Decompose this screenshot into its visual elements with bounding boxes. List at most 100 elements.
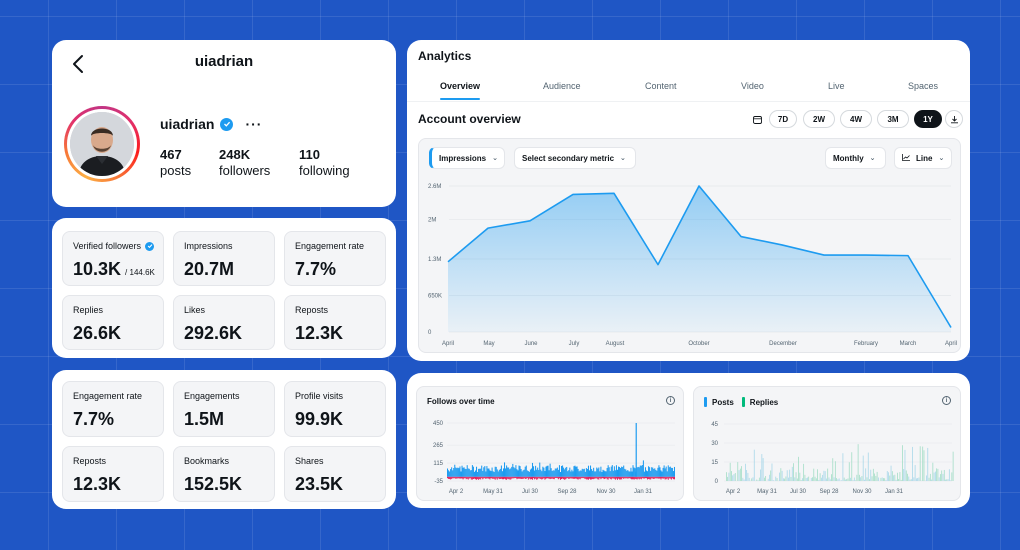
range-1y-button[interactable]: 1Y: [914, 110, 942, 128]
unfollows-bar: [448, 476, 450, 479]
follows-bar: [576, 466, 578, 477]
interval-dropdown[interactable]: Monthly ⌄: [825, 147, 886, 169]
unfollows-bar: [662, 476, 664, 479]
follows-bar: [462, 467, 464, 477]
posts-replies-bar: [867, 452, 869, 481]
posts-replies-bar: [812, 477, 813, 481]
unfollows-bar: [649, 476, 651, 480]
secondary-metric-dropdown[interactable]: Select secondary metric ⌄: [514, 147, 636, 169]
posts-replies-bar: [933, 472, 935, 481]
follows-bar: [664, 468, 666, 477]
info-icon[interactable]: i: [942, 396, 951, 405]
tab-content[interactable]: Content: [645, 81, 677, 91]
tab-video[interactable]: Video: [741, 81, 764, 91]
follows-bar: [590, 465, 592, 477]
unfollows-bar: [478, 476, 480, 480]
metric-value: 10.3K: [73, 259, 122, 279]
stat-followers[interactable]: 248K followers: [219, 147, 271, 178]
follows-bar: [604, 471, 606, 477]
posts-replies-bar: [837, 479, 839, 481]
follows-bar: [535, 465, 537, 477]
unfollows-bar: [562, 476, 564, 479]
posts-replies-bar: [845, 479, 846, 481]
posts-replies-bar: [785, 476, 787, 481]
tab-spaces[interactable]: Spaces: [908, 81, 939, 91]
posts-replies-bar: [914, 465, 916, 481]
follows-bar: [580, 470, 582, 477]
posts-replies-bar: [860, 477, 862, 481]
unfollows-bar: [577, 476, 579, 480]
posts-replies-bar: [856, 474, 858, 481]
unfollows-bar: [512, 476, 514, 479]
range-3m-button[interactable]: 3M: [877, 110, 909, 128]
range-4w-button[interactable]: 4W: [840, 110, 872, 128]
follows-bar: [451, 467, 453, 477]
metric-bookmarks[interactable]: Bookmarks 152.5K: [173, 446, 275, 502]
posts-replies-bar: [731, 471, 732, 481]
follows-bar: [487, 468, 489, 477]
tab-overview[interactable]: Overview: [440, 81, 481, 91]
unfollows-bar: [551, 476, 553, 479]
posts-replies-bar: [756, 479, 758, 481]
posts-replies-bar: [767, 478, 769, 481]
posts-replies-bar: [826, 478, 827, 481]
calendar-icon[interactable]: [748, 110, 766, 128]
metric-shares[interactable]: Shares 23.5K: [284, 446, 386, 502]
impressions-area-chart: 2.6M 2M 1.3M 650K 0 April May June July August Oct…: [428, 184, 957, 347]
follows-bar: [609, 471, 611, 477]
metric-engagement-rate[interactable]: Engagement rate 7.7%: [284, 231, 386, 286]
tab-live[interactable]: Live: [828, 81, 845, 91]
metrics-card-bottom: Engagement rate 7.7% Engagements 1.5M Pr…: [52, 370, 396, 509]
unfollows-bar: [666, 476, 668, 479]
chart-style-dropdown[interactable]: Line ⌄: [894, 147, 952, 169]
metric-engagements[interactable]: Engagements 1.5M: [173, 381, 275, 437]
unfollows-bar: [540, 476, 542, 480]
unfollows-bar: [623, 476, 625, 479]
unfollows-bar: [582, 476, 584, 479]
follows-bar: [467, 468, 469, 477]
posts-replies-bar: [936, 468, 938, 481]
metric-value: 20.7M: [184, 259, 235, 279]
follows-bar: [541, 471, 543, 477]
posts-replies-bar: [733, 474, 735, 481]
metric-impressions[interactable]: Impressions 20.7M: [173, 231, 275, 286]
primary-metric-dropdown[interactable]: Impressions ⌄: [429, 147, 505, 169]
follows-bar: [546, 465, 548, 477]
follows-bar: [463, 467, 465, 477]
tab-audience[interactable]: Audience: [543, 81, 581, 91]
posts-replies-bar: [943, 469, 945, 481]
range-7d-button[interactable]: 7D: [769, 110, 797, 128]
unfollows-bar: [587, 476, 589, 480]
metric-reposts[interactable]: Reposts 12.3K: [284, 295, 386, 350]
posts-replies-bar: [760, 469, 761, 481]
more-options-icon[interactable]: ···: [245, 116, 263, 132]
follows-bar: [644, 467, 646, 477]
stat-following[interactable]: 110 following: [299, 147, 350, 178]
metric-likes[interactable]: Likes 292.6K: [173, 295, 275, 350]
unfollows-bar: [671, 476, 673, 479]
follows-bar: [641, 465, 643, 477]
range-2w-button[interactable]: 2W: [803, 110, 835, 128]
unfollows-bar: [584, 476, 586, 479]
follows-bar: [670, 467, 672, 477]
info-icon[interactable]: i: [666, 396, 675, 405]
posts-replies-bar: [886, 471, 888, 481]
download-icon[interactable]: [945, 110, 963, 128]
unfollows-bar: [654, 476, 656, 479]
metric-profile-visits[interactable]: Profile visits 99.9K: [284, 381, 386, 437]
follows-bar: [506, 465, 508, 477]
posts-replies-bar: [732, 475, 734, 481]
metric-subvalue: / 144.6K: [125, 268, 155, 277]
replies-legend-label: Replies: [749, 397, 779, 407]
stat-posts[interactable]: 467 posts: [160, 147, 192, 178]
metric-replies[interactable]: Replies 26.6K: [62, 295, 164, 350]
y-tick-label: 0: [428, 330, 432, 336]
avatar[interactable]: [64, 106, 140, 182]
metric-verified-followers[interactable]: Verified followers 10.3K/ 144.6K: [62, 231, 164, 286]
y-tick-label: 265: [433, 443, 444, 449]
follows-bar: [645, 470, 648, 477]
metric-reposts-2[interactable]: Reposts 12.3K: [62, 446, 164, 502]
back-arrow-icon[interactable]: [68, 52, 88, 76]
x-tick-label: May 31: [483, 489, 503, 495]
metric-engagement-rate-2[interactable]: Engagement rate 7.7%: [62, 381, 164, 437]
